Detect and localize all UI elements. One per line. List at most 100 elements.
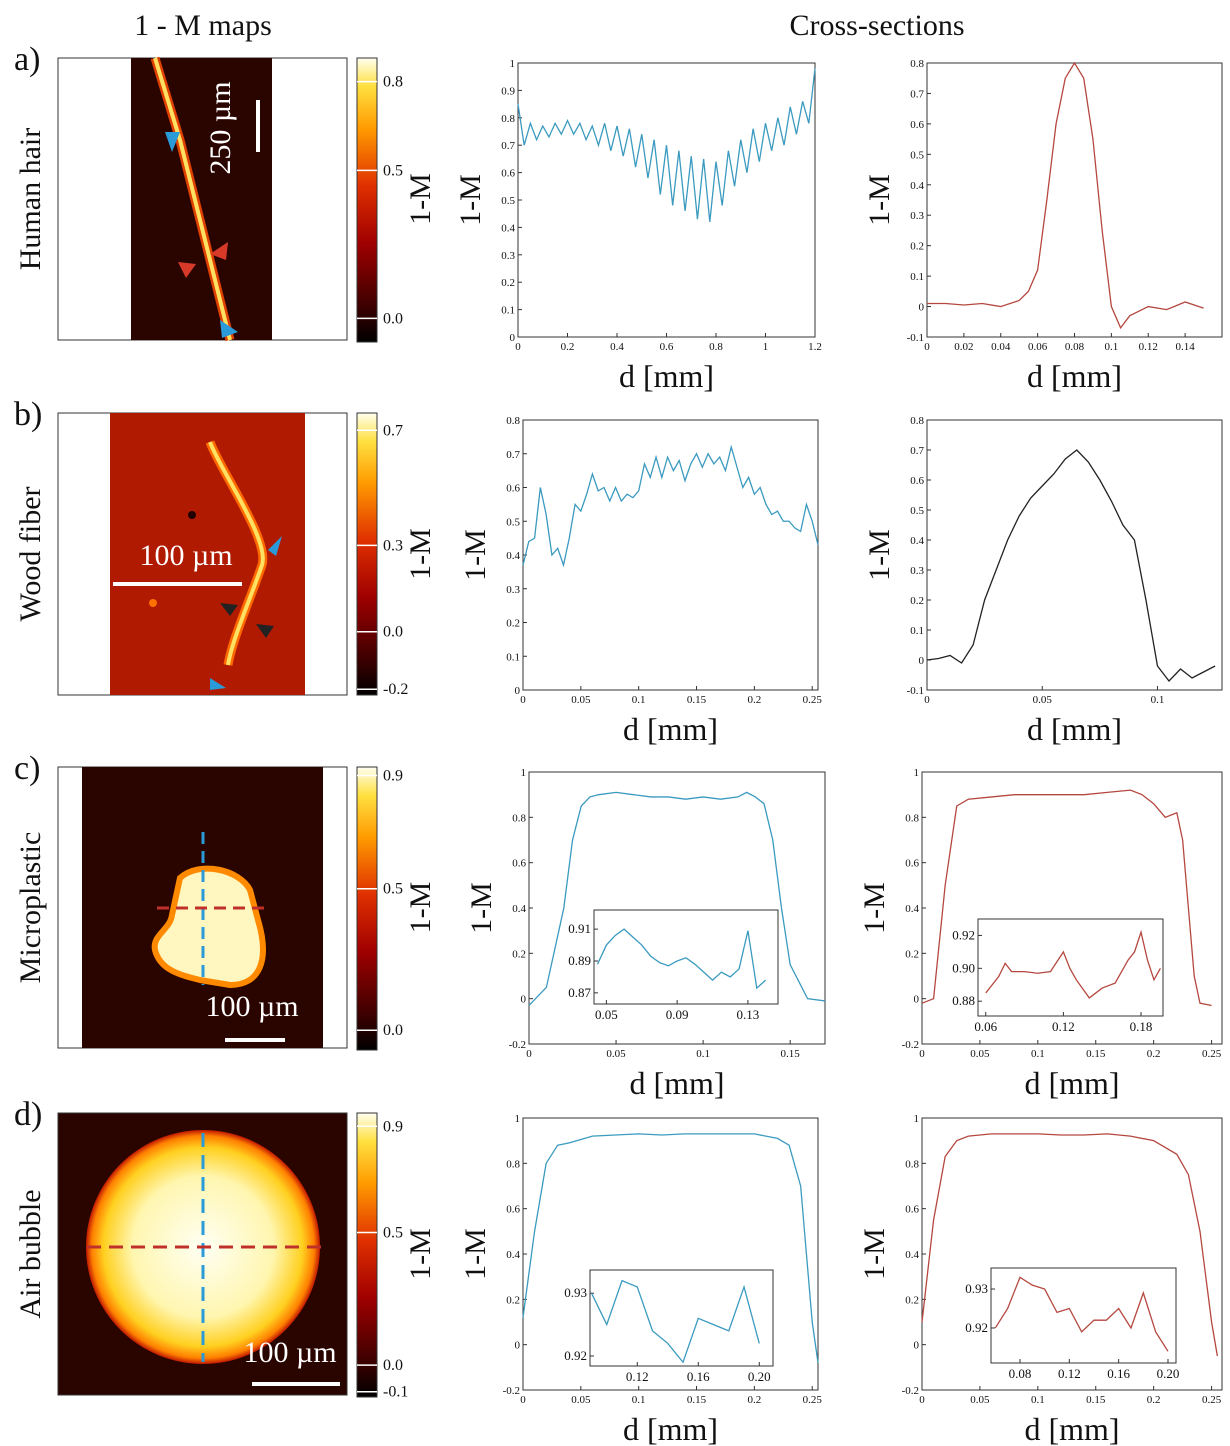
x-tick-label: 0.25 [1202, 1048, 1222, 1060]
y-axis-label: 1-M [863, 174, 896, 226]
y-tick-label: 0.3 [506, 584, 520, 596]
x-tick-label: 1 [763, 341, 769, 353]
x-axis-label: d [mm] [623, 1411, 718, 1446]
y-tick-label: 0.92 [965, 1320, 988, 1335]
colorbar-tick-label: 0.5 [383, 881, 403, 898]
y-tick-label: 0.5 [910, 149, 924, 161]
x-axis-label: d [mm] [1027, 711, 1122, 747]
y-axis-label: 1-M [858, 1228, 891, 1280]
plot-frame [517, 62, 816, 338]
data-line [517, 68, 816, 222]
y-tick-label: 0.2 [512, 948, 526, 960]
x-tick-label: 0.05 [970, 1048, 990, 1060]
y-tick-label: 0 [914, 994, 920, 1006]
y-tick-label: 0.4 [910, 180, 924, 192]
inset-frame [589, 1269, 774, 1367]
x-tick-label: 0.25 [1202, 1394, 1222, 1406]
x-axis-label: d [mm] [1027, 358, 1122, 394]
x-axis-label: d [mm] [619, 358, 714, 394]
y-tick-label: 0.8 [506, 415, 520, 427]
y-tick-label: -0.2 [902, 1385, 919, 1397]
x-tick-label: 0.2 [747, 1394, 761, 1406]
data-line [590, 1279, 760, 1364]
y-tick-label: 1 [515, 1113, 521, 1125]
data-line [927, 61, 1204, 330]
y-tick-label: 0.8 [512, 812, 526, 824]
data-line [596, 928, 767, 990]
y-tick-label: -0.2 [509, 1039, 526, 1051]
map-b [57, 412, 348, 696]
x-tick-label: 0.06 [974, 1019, 997, 1034]
colorbar-tick-label: 0.3 [383, 537, 403, 554]
data-line [522, 444, 819, 568]
y-tick-label: 1 [914, 767, 920, 779]
panel-name: Wood fiber [14, 486, 47, 621]
x-tick-label: 0.1 [632, 1394, 646, 1406]
x-tick-label: 0.12 [1058, 1366, 1081, 1381]
y-tick-label: 0.6 [506, 1204, 520, 1216]
y-tick-label: 0.6 [905, 858, 919, 870]
x-tick-label: 0 [520, 694, 526, 706]
colorbar-tick-label: 0.9 [383, 767, 403, 784]
colorbar-tick-label: 0.0 [383, 624, 403, 641]
x-tick-label: 1.2 [808, 341, 822, 353]
x-tick-label: 0.05 [571, 694, 591, 706]
x-tick-label: 0.08 [1065, 341, 1085, 353]
colorbar [356, 412, 378, 696]
y-tick-label: 0 [510, 332, 516, 344]
scale-label: 100 µm [243, 1336, 336, 1369]
y-tick-label: 0.7 [501, 140, 515, 152]
x-axis-label: d [mm] [1024, 1065, 1119, 1101]
x-tick-label: 0.1 [1031, 1394, 1045, 1406]
y-tick-label: 0.3 [501, 250, 515, 262]
y-tick-label: 0 [919, 655, 925, 667]
y-axis-label: 1-M [459, 1228, 492, 1280]
y-tick-label: -0.2 [902, 1039, 919, 1051]
panel-letter: c) [14, 750, 40, 787]
y-tick-label: 0.1 [910, 625, 924, 637]
x-tick-label: 0 [919, 1394, 925, 1406]
y-tick-label: 0.87 [568, 985, 591, 1000]
panel-name: Human hair [14, 128, 47, 270]
y-tick-label: 0.6 [910, 119, 924, 131]
x-axis-label: d [mm] [1024, 1411, 1119, 1446]
inset-frame [977, 918, 1164, 1017]
y-tick-label: 0.6 [512, 858, 526, 870]
y-tick-label: 0.8 [910, 415, 924, 427]
y-tick-label: 0 [515, 1340, 521, 1352]
y-tick-label: 0.6 [506, 483, 520, 495]
x-axis-label: d [mm] [629, 1065, 724, 1101]
y-tick-label: 0.4 [506, 1249, 520, 1261]
colorbar-tick-label: 0.0 [383, 1357, 403, 1374]
y-tick-label: 0.4 [501, 222, 515, 234]
x-tick-label: 0.08 [1009, 1366, 1032, 1381]
x-tick-label: 0.1 [632, 694, 646, 706]
y-tick-label: 0.93 [965, 1281, 988, 1296]
colorbar-label: 1-M [404, 528, 437, 580]
y-tick-label: 0.4 [905, 1249, 919, 1261]
y-axis-label: 1-M [465, 882, 498, 934]
map-a [57, 56, 348, 342]
x-tick-label: 0.09 [666, 1007, 689, 1022]
y-tick-label: 0.4 [512, 903, 526, 915]
y-tick-label: 0.3 [910, 210, 924, 222]
y-tick-label: 0.4 [506, 550, 520, 562]
y-tick-label: -0.2 [503, 1385, 520, 1397]
x-tick-label: 0.14 [1176, 341, 1196, 353]
y-axis-label: 1-M [863, 529, 896, 581]
y-tick-label: 0 [515, 685, 521, 697]
y-tick-label: 0.1 [506, 651, 520, 663]
x-tick-label: 0.15 [1086, 1048, 1106, 1060]
colorbar-tick-label: 0.7 [383, 422, 403, 439]
column-header: 1 - M maps [134, 9, 272, 42]
y-tick-label: 0.4 [910, 535, 924, 547]
y-tick-label: 0.6 [905, 1204, 919, 1216]
y-tick-label: 0.1 [910, 271, 924, 283]
x-tick-label: 0.12 [1052, 1019, 1075, 1034]
y-axis-label: 1-M [459, 529, 492, 581]
x-tick-label: 0.02 [954, 341, 973, 353]
y-tick-label: 1 [521, 767, 527, 779]
colorbar-tick-label: 0.9 [383, 1118, 403, 1135]
x-tick-label: 0.06 [1028, 341, 1048, 353]
y-tick-label: 0.7 [910, 445, 924, 457]
